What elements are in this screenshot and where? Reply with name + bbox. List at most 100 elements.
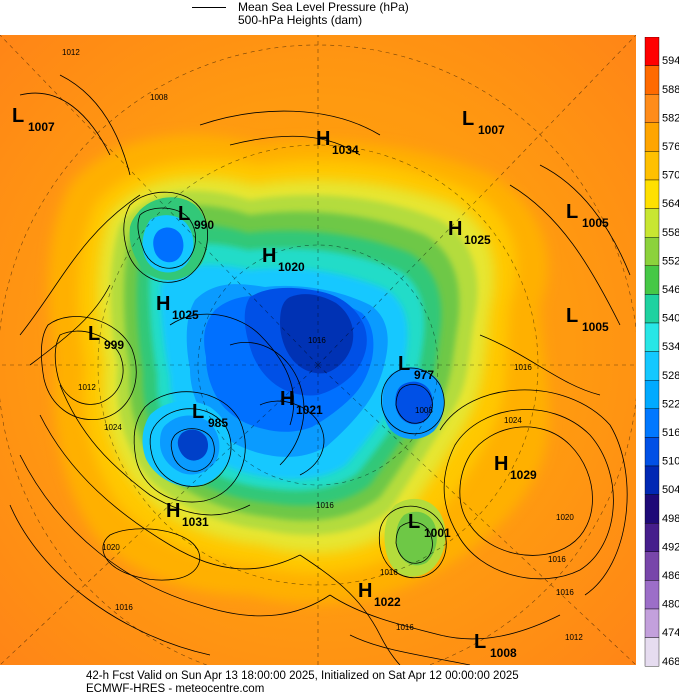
colorbar-swatch bbox=[644, 494, 660, 524]
colorbar-label: 576 bbox=[662, 141, 679, 153]
isobar bbox=[59, 384, 251, 516]
map-footer: 42-h Fcst Valid on Sun Apr 13 18:00:00 2… bbox=[0, 667, 681, 700]
colorbar-label: 516 bbox=[662, 427, 679, 439]
system-pressure-value: 985 bbox=[208, 416, 228, 430]
colorbar-label: 492 bbox=[662, 541, 679, 553]
isobar bbox=[59, 74, 131, 176]
system-pressure-value: 1020 bbox=[278, 260, 305, 274]
isobar-value-label: 1016 bbox=[556, 588, 574, 597]
high-pressure-center: H 1034 bbox=[316, 128, 359, 157]
system-letter: H bbox=[494, 453, 508, 475]
isobar-value-label: 1016 bbox=[308, 336, 326, 345]
system-letter: H bbox=[262, 245, 276, 267]
system-letter: L bbox=[192, 401, 204, 423]
legend-mslp-label: Mean Sea Level Pressure (hPa) bbox=[238, 0, 409, 14]
low-pressure-center: L 977 bbox=[398, 353, 434, 382]
system-letter: H bbox=[280, 388, 294, 410]
height-510-contour bbox=[280, 294, 354, 374]
system-pressure-value: 1025 bbox=[172, 308, 199, 322]
low-pressure-center: L 999 bbox=[88, 323, 124, 352]
colorbar-swatch bbox=[644, 322, 660, 352]
system-letter: L bbox=[12, 105, 24, 127]
colorbar-swatch bbox=[644, 65, 660, 95]
meridian bbox=[317, 364, 636, 665]
system-pressure-value: 1005 bbox=[582, 216, 609, 230]
system-pressure-value: 1007 bbox=[478, 123, 505, 137]
high-pressure-center: H 1025 bbox=[156, 293, 199, 322]
system-pressure-value: 990 bbox=[194, 218, 214, 232]
isobar bbox=[29, 284, 111, 366]
colorbar-swatch bbox=[644, 151, 660, 181]
colorbar-label: 528 bbox=[662, 370, 679, 382]
high-pressure-center: H 1025 bbox=[448, 218, 491, 247]
model-source-text: ECMWF-HRES - meteocentre.com bbox=[86, 683, 265, 695]
system-pressure-value: 1029 bbox=[510, 468, 537, 482]
high-pressure-center: H 1029 bbox=[494, 453, 537, 482]
isobar bbox=[329, 594, 561, 640]
colorbar-label: 540 bbox=[662, 313, 679, 325]
isobar bbox=[229, 135, 361, 156]
low-pressure-center: L 1008 bbox=[474, 631, 517, 660]
height-522-low-nw bbox=[153, 227, 184, 263]
colorbar-swatch bbox=[644, 179, 660, 209]
colorbar-label: 594 bbox=[662, 55, 679, 67]
system-letter: H bbox=[316, 128, 330, 150]
isobar-value-label: 1016 bbox=[115, 603, 133, 612]
isobar-value-label: 1016 bbox=[548, 555, 566, 564]
height-552-low-se bbox=[396, 511, 437, 566]
isobar bbox=[19, 92, 111, 156]
colorbar-swatch bbox=[644, 437, 660, 467]
isobar-value-label: 1020 bbox=[556, 513, 574, 522]
system-letter: L bbox=[566, 305, 578, 327]
isobar bbox=[539, 164, 631, 276]
low-pressure-center: L 990 bbox=[178, 203, 214, 232]
isobar-value-label: 1008 bbox=[150, 93, 168, 102]
isobar bbox=[439, 389, 628, 596]
low-pressure-center: L 1007 bbox=[462, 108, 505, 137]
isobar-value-label: 1008 bbox=[415, 406, 433, 415]
colorbar-label: 504 bbox=[662, 484, 679, 496]
system-pressure-value: 1021 bbox=[296, 403, 323, 417]
colorbar-swatch bbox=[644, 608, 660, 638]
system-letter: H bbox=[156, 293, 170, 315]
colorbar-label: 522 bbox=[662, 398, 679, 410]
colorbar-label: 486 bbox=[662, 570, 679, 582]
colorbar-swatch bbox=[644, 408, 660, 438]
colorbar-swatch bbox=[644, 523, 660, 553]
isobar bbox=[479, 334, 601, 396]
isobar bbox=[19, 194, 141, 336]
legend-heights-label: 500-hPa Heights (dam) bbox=[238, 13, 363, 27]
height-fill-layers bbox=[48, 135, 549, 604]
system-letter: L bbox=[398, 353, 410, 375]
isobar-value-label: 1012 bbox=[62, 48, 80, 57]
isobar bbox=[19, 454, 331, 617]
isobar bbox=[169, 313, 295, 426]
low-pressure-center: L 1007 bbox=[12, 105, 55, 134]
isobar bbox=[149, 408, 232, 487]
forecast-valid-text: 42-h Fcst Valid on Sun Apr 13 18:00:00 2… bbox=[86, 670, 519, 682]
system-pressure-value: 1034 bbox=[332, 143, 359, 157]
colorbar-swatch bbox=[644, 208, 660, 238]
system-letter: L bbox=[408, 511, 420, 533]
isobar bbox=[199, 110, 381, 136]
colorbar-swatch bbox=[644, 236, 660, 266]
colorbar-label: 588 bbox=[662, 84, 679, 96]
isobar-value-label: 1016 bbox=[316, 501, 334, 510]
colorbar-swatch bbox=[644, 94, 660, 124]
system-letter: L bbox=[474, 631, 486, 653]
lat-lon-grid bbox=[0, 35, 636, 665]
isobar-value-label: 1016 bbox=[396, 623, 414, 632]
isobar bbox=[123, 191, 208, 283]
colorbar-label: 558 bbox=[662, 227, 679, 239]
colorbar-swatch bbox=[644, 551, 660, 581]
isobar bbox=[39, 414, 301, 570]
weather-map: 1012 1008 1012 1016 1024 1020 1016 1016 1016 1024… bbox=[0, 35, 636, 665]
isobar bbox=[459, 426, 593, 556]
isobar bbox=[40, 316, 137, 420]
low-pressure-center: L 1005 bbox=[566, 201, 609, 230]
system-letter: L bbox=[88, 323, 100, 345]
isobar-value-label: 1016 bbox=[514, 363, 532, 372]
colorbar-label: 510 bbox=[662, 456, 679, 468]
system-letter: H bbox=[166, 500, 180, 522]
system-letter: L bbox=[566, 201, 578, 223]
